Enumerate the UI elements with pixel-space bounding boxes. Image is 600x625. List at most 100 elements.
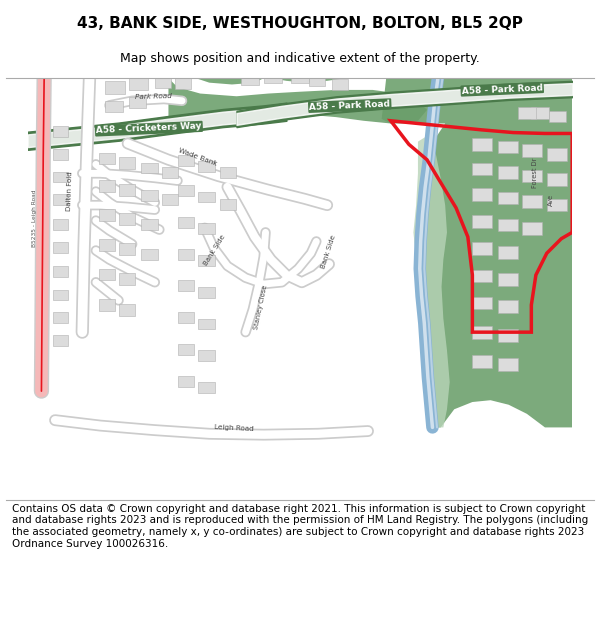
- Bar: [472, 326, 493, 339]
- Bar: [522, 144, 542, 157]
- Bar: [220, 167, 236, 178]
- Bar: [98, 299, 115, 311]
- Text: Wade Bank: Wade Bank: [178, 148, 218, 167]
- Text: B5235 - Leigh Road: B5235 - Leigh Road: [32, 189, 37, 247]
- Bar: [53, 242, 68, 253]
- Text: Stanley Close: Stanley Close: [253, 285, 268, 331]
- Bar: [472, 297, 493, 309]
- Bar: [498, 329, 518, 342]
- Text: A58 - Cricketers Way: A58 - Cricketers Way: [96, 122, 202, 136]
- Text: A58 - Park Road: A58 - Park Road: [309, 99, 391, 112]
- Bar: [532, 107, 550, 119]
- Bar: [472, 215, 493, 228]
- Text: Map shows position and indicative extent of the property.: Map shows position and indicative extent…: [120, 52, 480, 65]
- Bar: [53, 194, 68, 205]
- Bar: [119, 184, 135, 196]
- Polygon shape: [382, 78, 572, 428]
- Bar: [522, 222, 542, 235]
- Bar: [162, 194, 178, 205]
- Bar: [98, 269, 115, 281]
- Text: Bank Side: Bank Side: [320, 234, 337, 269]
- Bar: [141, 219, 158, 229]
- Bar: [155, 78, 171, 88]
- Bar: [498, 301, 518, 313]
- Bar: [199, 255, 215, 266]
- Bar: [178, 344, 194, 355]
- Bar: [53, 126, 68, 137]
- Bar: [199, 319, 215, 329]
- Bar: [141, 249, 158, 259]
- Text: Dalton Fold: Dalton Fold: [66, 171, 73, 211]
- Polygon shape: [413, 137, 449, 428]
- Bar: [199, 350, 215, 361]
- Bar: [199, 382, 215, 393]
- Bar: [472, 138, 493, 151]
- Bar: [105, 101, 123, 112]
- Bar: [199, 223, 215, 234]
- Bar: [550, 111, 566, 122]
- Bar: [199, 191, 215, 202]
- Bar: [98, 180, 115, 191]
- Bar: [130, 78, 148, 90]
- Bar: [53, 289, 68, 301]
- Bar: [332, 79, 348, 90]
- Bar: [141, 162, 158, 173]
- Text: A58 - Park Road: A58 - Park Road: [461, 83, 543, 96]
- Bar: [498, 219, 518, 231]
- Text: Contains OS data © Crown copyright and database right 2021. This information is : Contains OS data © Crown copyright and d…: [12, 504, 588, 549]
- Text: Bank Side: Bank Side: [203, 234, 226, 267]
- Bar: [119, 157, 135, 169]
- Bar: [175, 78, 191, 89]
- Bar: [119, 213, 135, 225]
- Bar: [178, 312, 194, 323]
- Text: Forest Dr: Forest Dr: [532, 158, 538, 188]
- Bar: [53, 266, 68, 277]
- Bar: [178, 281, 194, 291]
- Bar: [178, 376, 194, 387]
- Text: 43, BANK SIDE, WESTHOUGHTON, BOLTON, BL5 2QP: 43, BANK SIDE, WESTHOUGHTON, BOLTON, BL5…: [77, 16, 523, 31]
- Bar: [53, 335, 68, 346]
- Bar: [178, 155, 194, 166]
- Bar: [53, 312, 68, 323]
- Text: Park Road: Park Road: [135, 93, 172, 100]
- Bar: [241, 74, 259, 86]
- Bar: [522, 170, 542, 182]
- Bar: [518, 107, 536, 119]
- Bar: [264, 71, 282, 82]
- Bar: [220, 199, 236, 209]
- Bar: [498, 191, 518, 204]
- Bar: [472, 162, 493, 175]
- Bar: [498, 273, 518, 286]
- Bar: [98, 209, 115, 221]
- Bar: [178, 249, 194, 259]
- Polygon shape: [169, 78, 427, 130]
- Bar: [98, 239, 115, 251]
- Bar: [119, 243, 135, 255]
- Bar: [498, 141, 518, 153]
- Bar: [178, 217, 194, 228]
- Polygon shape: [196, 78, 264, 84]
- Bar: [498, 359, 518, 371]
- Bar: [498, 166, 518, 179]
- Polygon shape: [271, 78, 346, 82]
- Text: Ave: Ave: [548, 194, 554, 206]
- Bar: [178, 185, 194, 196]
- Bar: [119, 273, 135, 285]
- Bar: [53, 149, 68, 160]
- Bar: [53, 172, 68, 182]
- Bar: [130, 97, 146, 108]
- Bar: [53, 219, 68, 229]
- Bar: [547, 199, 567, 211]
- Bar: [472, 188, 493, 201]
- Bar: [472, 242, 493, 255]
- Text: Leigh Road: Leigh Road: [214, 424, 254, 432]
- Bar: [291, 71, 309, 82]
- Bar: [309, 76, 325, 86]
- Bar: [547, 173, 567, 186]
- Bar: [199, 287, 215, 298]
- Bar: [522, 195, 542, 208]
- Bar: [141, 190, 158, 201]
- Bar: [162, 167, 178, 178]
- Bar: [498, 246, 518, 259]
- Bar: [199, 161, 215, 172]
